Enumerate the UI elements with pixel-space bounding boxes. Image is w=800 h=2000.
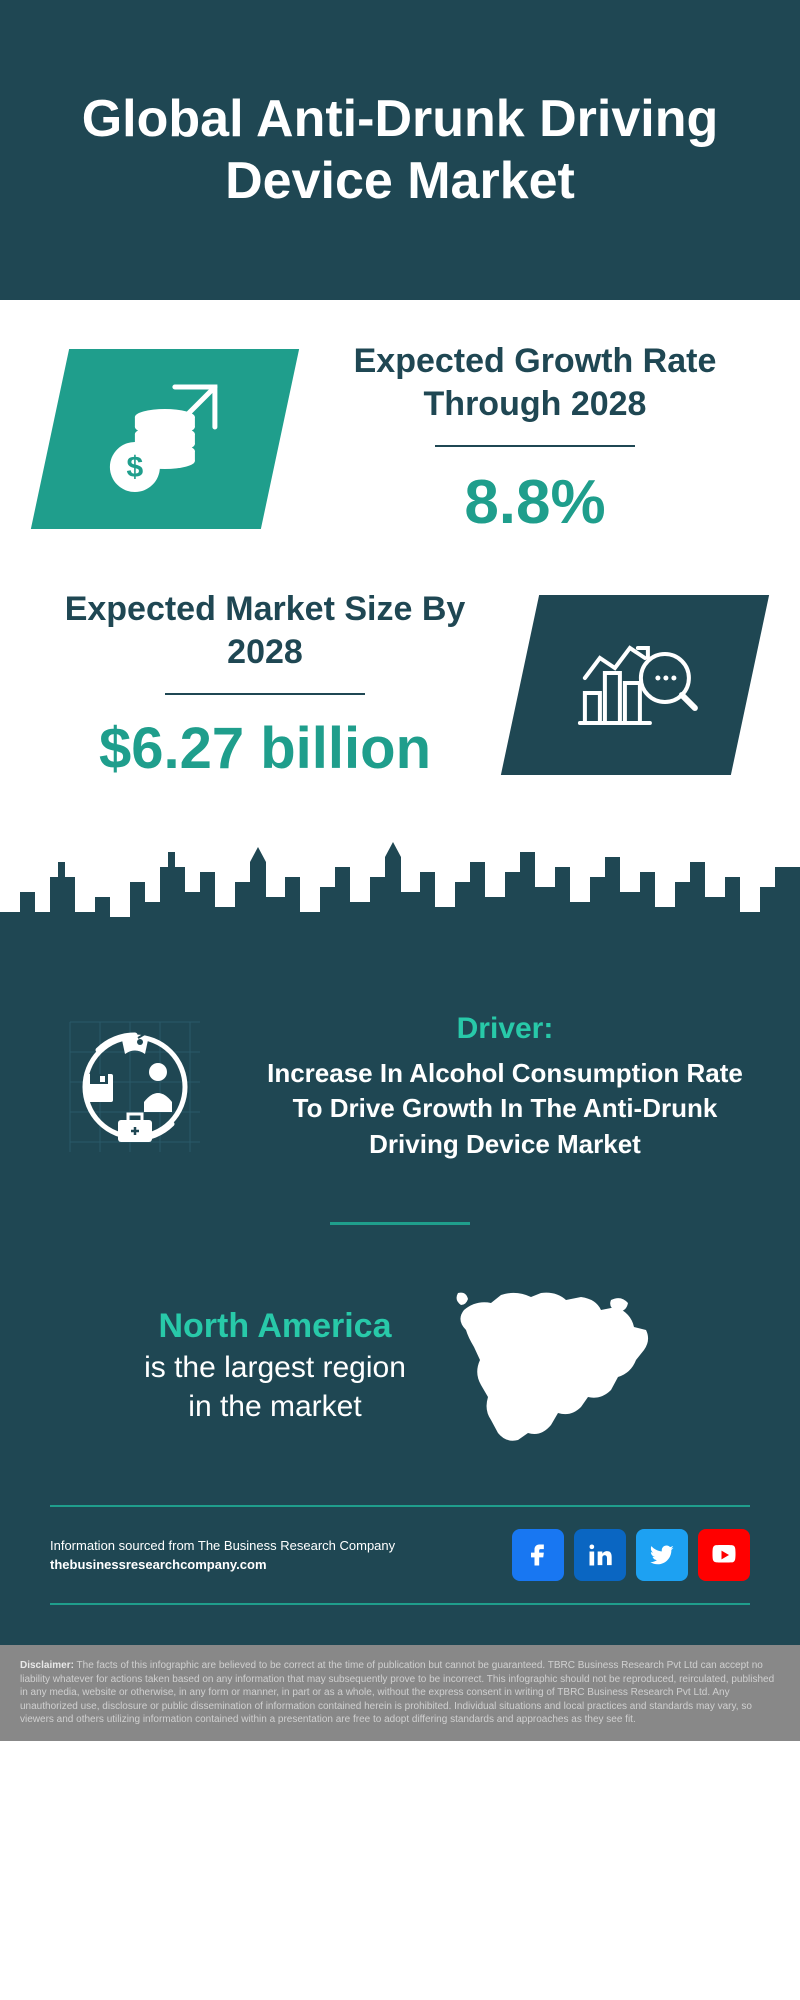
circle-floppy-person-briefcase-icon [50, 1002, 220, 1172]
growth-text: Expected Growth Rate Through 2028 8.8% [320, 340, 750, 538]
stat-section-2: Expected Market Size By 2028 $6.27 billi… [0, 578, 800, 822]
growth-value: 8.8% [320, 467, 750, 538]
growth-icon-panel: $ [31, 349, 299, 529]
size-text: Expected Market Size By 2028 $6.27 billi… [50, 588, 480, 782]
infographic-container: Global Anti-Drunk Driving Device Market [0, 0, 800, 1741]
main-title: Global Anti-Drunk Driving Device Market [0, 88, 800, 213]
social-icons [512, 1529, 750, 1581]
region-text: North America is the largest region in t… [144, 1304, 406, 1426]
size-value: $6.27 billion [50, 715, 480, 782]
section-divider [330, 1222, 470, 1225]
facebook-icon[interactable] [512, 1529, 564, 1581]
north-america-map-icon [446, 1285, 656, 1445]
skyline-graphic [0, 822, 800, 962]
divider [165, 693, 365, 695]
region-body-1: is the largest region [144, 1348, 406, 1387]
svg-text:$: $ [127, 451, 144, 484]
growth-label: Expected Growth Rate Through 2028 [320, 340, 750, 425]
region-body-2: in the market [144, 1387, 406, 1426]
size-label: Expected Market Size By 2028 [50, 588, 480, 673]
credit-line-2: thebusinessresearchcompany.com [50, 1555, 395, 1575]
region-highlight: North America [144, 1304, 406, 1348]
footer-bar: Information sourced from The Business Re… [50, 1505, 750, 1605]
linkedin-icon[interactable] [574, 1529, 626, 1581]
driver-row: Driver: Increase In Alcohol Consumption … [50, 1002, 750, 1172]
stat-section-1: $ Expected Growth Rate Through 2028 8.8% [0, 300, 800, 578]
twitter-icon[interactable] [636, 1529, 688, 1581]
header: Global Anti-Drunk Driving Device Market [0, 0, 800, 300]
driver-body: Increase In Alcohol Consumption Rate To … [260, 1056, 750, 1161]
disclaimer-text: The facts of this infographic are believ… [20, 1660, 774, 1725]
stat-row-size: Expected Market Size By 2028 $6.27 billi… [50, 588, 750, 782]
credit-line-1: Information sourced from The Business Re… [50, 1536, 395, 1556]
dollar-coins-arrow-icon: $ [100, 372, 230, 507]
divider [435, 445, 635, 447]
region-row: North America is the largest region in t… [50, 1285, 750, 1445]
dark-section: Driver: Increase In Alcohol Consumption … [0, 962, 800, 1645]
driver-text: Driver: Increase In Alcohol Consumption … [260, 1012, 750, 1161]
stat-row-growth: $ Expected Growth Rate Through 2028 8.8% [50, 340, 750, 538]
youtube-icon[interactable] [698, 1529, 750, 1581]
chart-magnifier-icon [570, 623, 700, 748]
footer-credit: Information sourced from The Business Re… [50, 1536, 395, 1575]
size-icon-panel [501, 595, 769, 775]
driver-title: Driver: [260, 1012, 750, 1046]
disclaimer-label: Disclaimer: [20, 1660, 74, 1671]
disclaimer: Disclaimer: The facts of this infographi… [0, 1645, 800, 1741]
